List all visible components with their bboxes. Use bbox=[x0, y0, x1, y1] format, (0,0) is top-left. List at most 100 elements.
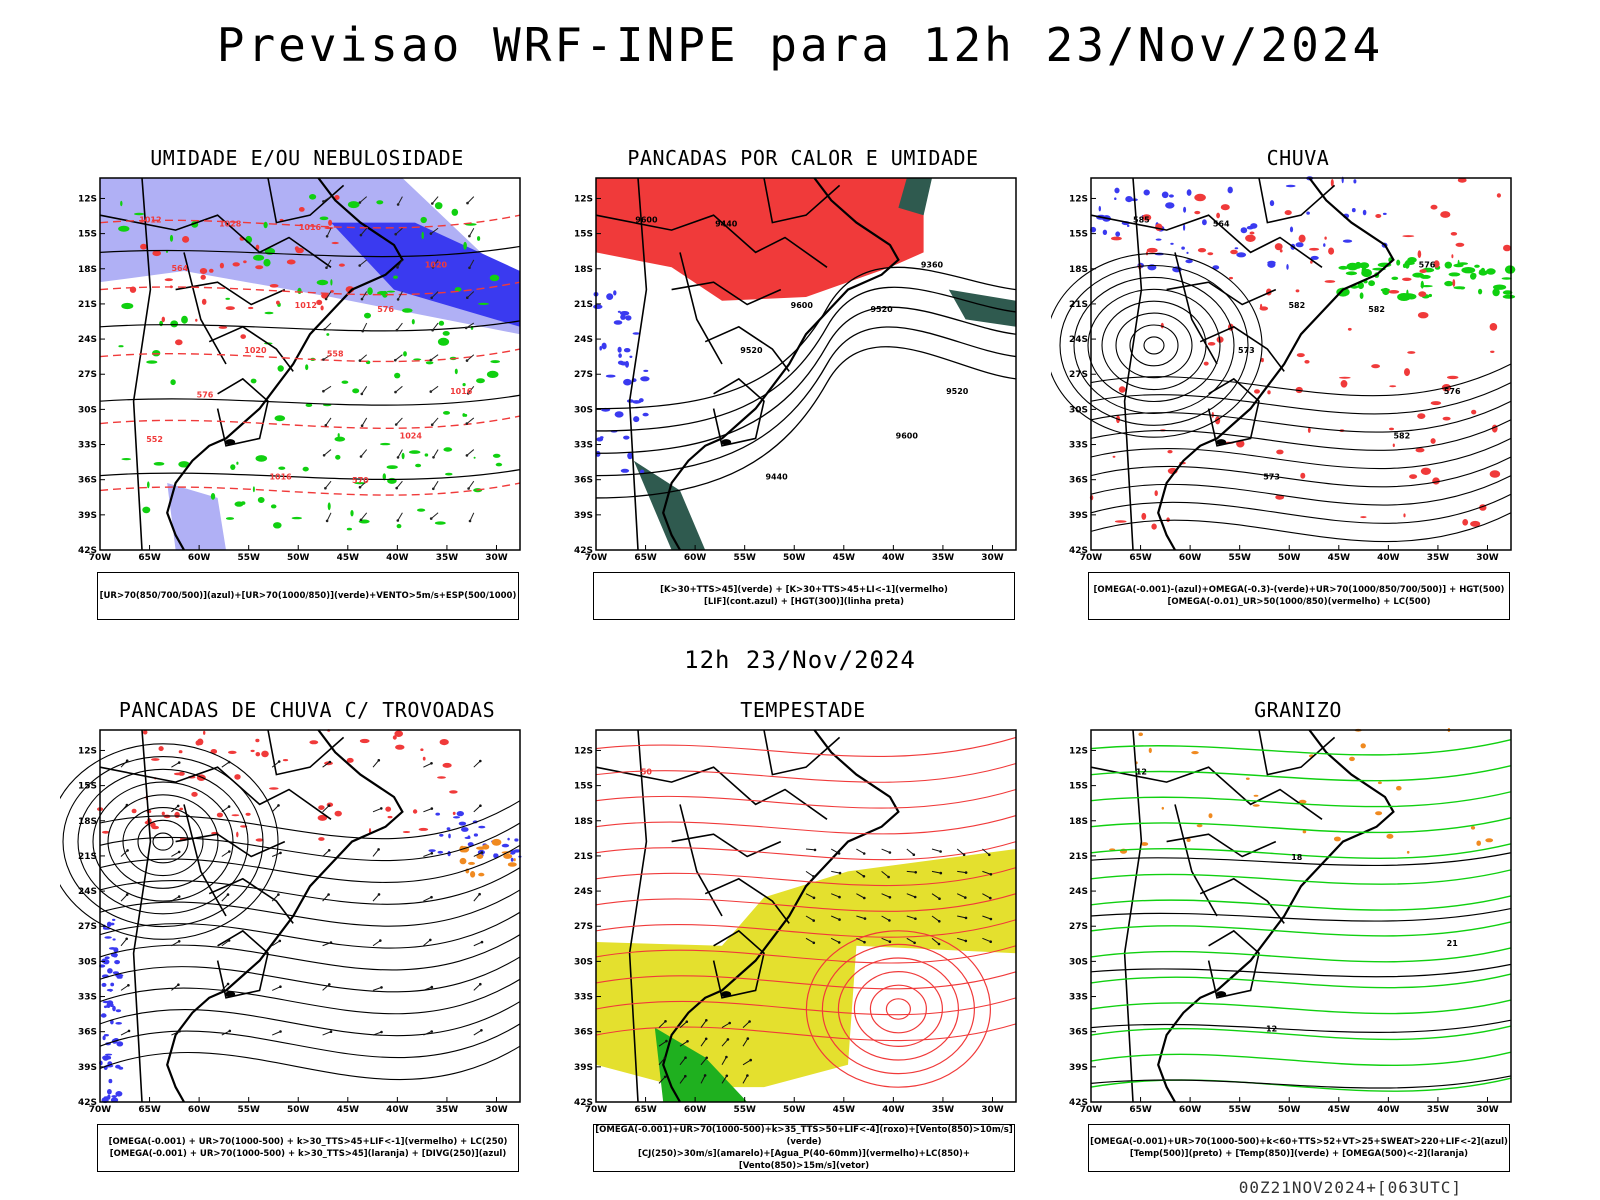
wind-vector bbox=[395, 227, 403, 235]
lon-label: 70W bbox=[585, 1105, 608, 1114]
data-blob bbox=[605, 374, 616, 378]
wind-vector bbox=[468, 227, 475, 237]
data-blob bbox=[434, 521, 446, 525]
data-blob bbox=[411, 319, 415, 325]
data-blob bbox=[417, 508, 426, 512]
data-blob bbox=[317, 814, 328, 821]
data-blob bbox=[1310, 260, 1313, 264]
lon-label: 50W bbox=[287, 1105, 310, 1114]
data-blob bbox=[1420, 285, 1433, 288]
lat-label: 21S bbox=[1069, 852, 1088, 862]
wind-vector bbox=[982, 893, 991, 899]
legend-line: [LIF](cont.azul) + [HGT(300)](linha pret… bbox=[703, 597, 905, 607]
lat-label: 21S bbox=[574, 852, 593, 862]
data-blob bbox=[459, 857, 467, 865]
wind-vector bbox=[322, 1031, 332, 1036]
wind-vector-head bbox=[377, 759, 381, 762]
wind-vector bbox=[359, 196, 368, 203]
data-blob bbox=[1197, 248, 1207, 253]
data-blob bbox=[376, 200, 384, 205]
wind-vector-head bbox=[325, 266, 328, 269]
data-blob bbox=[478, 302, 489, 305]
legend-granizo: [OMEGA(-0.001)+UR>70(1000-500)+k<60+TTS>… bbox=[1088, 1124, 1510, 1172]
data-blob bbox=[402, 831, 411, 833]
lat-label: 24S bbox=[78, 335, 97, 345]
wind-vector-head bbox=[325, 235, 329, 238]
data-blob bbox=[1430, 401, 1442, 406]
lon-label: 30W bbox=[981, 1105, 1004, 1114]
data-blob bbox=[250, 749, 255, 753]
data-blob bbox=[191, 791, 198, 797]
data-blob bbox=[257, 497, 265, 503]
wind-vector bbox=[957, 915, 967, 919]
contour-line bbox=[99, 214, 521, 229]
border-line bbox=[704, 325, 790, 372]
data-blob bbox=[1254, 389, 1260, 394]
wind-vector-head bbox=[726, 1038, 730, 1041]
data-blob bbox=[1141, 512, 1147, 520]
wind-vector-head bbox=[663, 1075, 667, 1079]
wind-vector bbox=[171, 984, 179, 991]
data-blob bbox=[1392, 443, 1395, 448]
legend-chuva: [OMEGA(-0.001)-(azul)+OMEGA(-0.3)-(verde… bbox=[1088, 572, 1510, 620]
data-blob bbox=[236, 461, 239, 465]
wind-vector-head bbox=[396, 203, 400, 206]
lat-label: 24S bbox=[78, 887, 97, 897]
data-blob bbox=[1368, 280, 1375, 287]
data-blob bbox=[142, 730, 148, 735]
wind-vector bbox=[430, 227, 439, 235]
wind-vector bbox=[856, 870, 865, 877]
wind-vector bbox=[432, 480, 439, 490]
contour-line bbox=[99, 320, 521, 332]
wind-vector bbox=[830, 937, 840, 943]
lon-label: 40W bbox=[1377, 553, 1400, 562]
data-blob bbox=[1346, 262, 1359, 271]
data-blob bbox=[1186, 251, 1189, 254]
data-blob bbox=[1418, 291, 1427, 297]
data-blob bbox=[1141, 214, 1152, 221]
data-blob bbox=[282, 759, 289, 762]
data-blob bbox=[116, 1041, 124, 1047]
lat-label: 18S bbox=[78, 265, 97, 275]
wind-vector-head bbox=[358, 485, 362, 489]
contour-line bbox=[1090, 1025, 1512, 1041]
wind-vector bbox=[830, 848, 840, 854]
data-blob bbox=[286, 259, 296, 265]
wind-vector-head bbox=[480, 940, 484, 944]
data-blob bbox=[146, 360, 158, 364]
data-blob bbox=[1406, 289, 1409, 299]
wind-vector-head bbox=[479, 804, 482, 807]
data-blob bbox=[1306, 211, 1310, 215]
data-blob bbox=[435, 812, 441, 816]
map-border bbox=[595, 729, 1017, 1103]
lon-label: 60W bbox=[1179, 1105, 1202, 1114]
data-blob bbox=[1245, 234, 1256, 242]
wind-vector bbox=[956, 893, 966, 899]
wind-vector-head bbox=[380, 807, 383, 810]
coastline bbox=[166, 729, 404, 1103]
data-blob bbox=[101, 982, 107, 987]
data-blob bbox=[181, 315, 188, 324]
lat-label: 27S bbox=[1069, 922, 1088, 932]
data-blob bbox=[422, 756, 426, 761]
wind-vector bbox=[881, 848, 891, 853]
data-blob bbox=[1161, 806, 1164, 810]
data-blob bbox=[1298, 799, 1307, 804]
lat-label: 15S bbox=[574, 230, 593, 240]
wind-vector bbox=[271, 761, 280, 768]
lat-label: 42S bbox=[574, 1098, 593, 1108]
data-blob bbox=[1240, 227, 1248, 234]
data-blob bbox=[1295, 289, 1300, 293]
data-blob bbox=[230, 464, 236, 470]
lat-label: 18S bbox=[1069, 817, 1088, 827]
data-blob bbox=[1457, 259, 1460, 267]
data-blob bbox=[387, 815, 393, 819]
data-blob bbox=[413, 358, 422, 361]
lat-label: 15S bbox=[1069, 782, 1088, 792]
wind-vector-head bbox=[705, 1019, 708, 1022]
data-blob bbox=[408, 450, 421, 454]
data-blob bbox=[442, 331, 450, 336]
data-blob bbox=[106, 921, 112, 927]
contour-line bbox=[99, 394, 521, 406]
